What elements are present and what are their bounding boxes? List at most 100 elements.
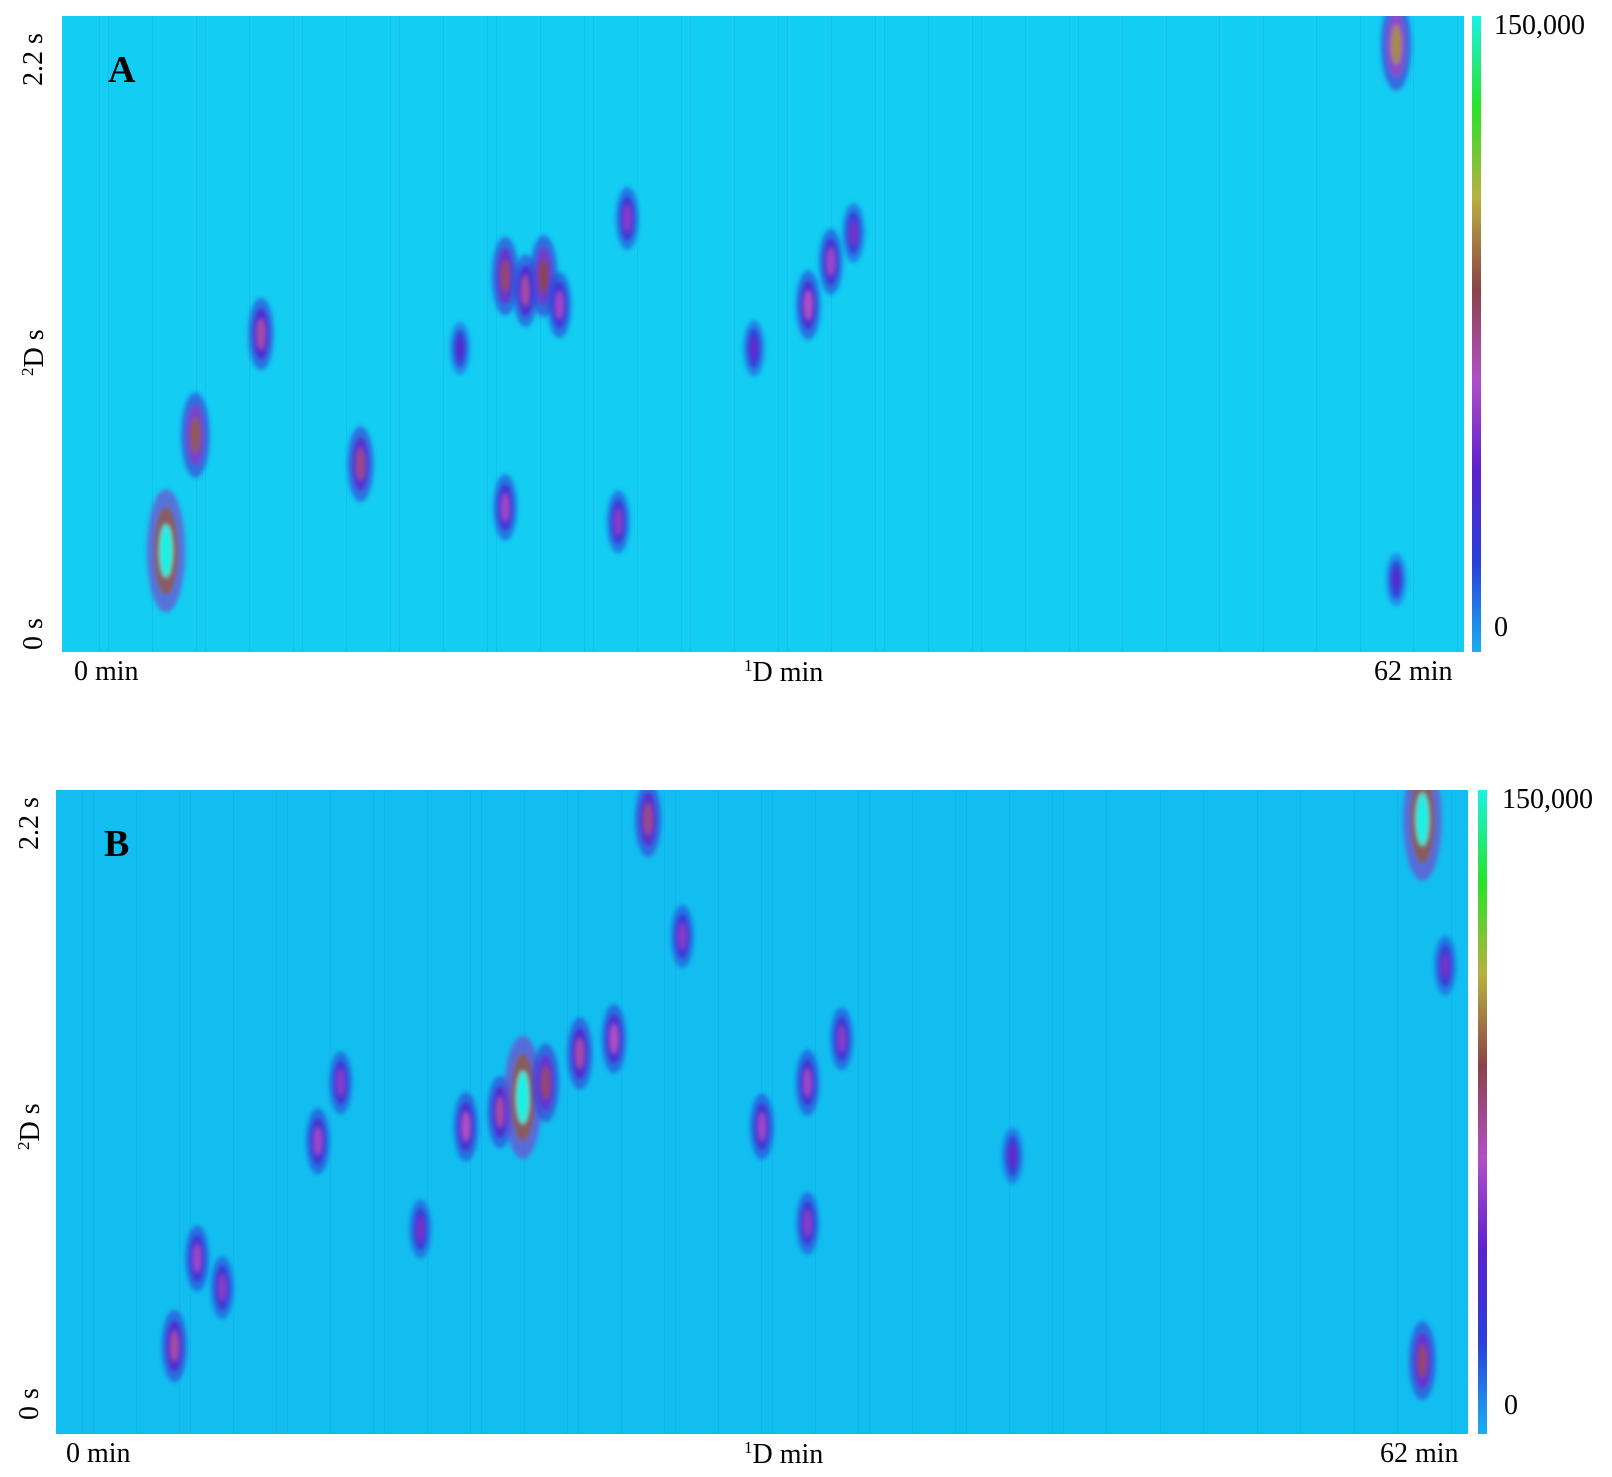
- streak-line: [875, 16, 876, 652]
- streak-line: [1203, 790, 1204, 1434]
- peak-blob: [795, 270, 821, 340]
- peak-core: [803, 1209, 812, 1237]
- peak-blob: [146, 489, 186, 613]
- peak-core: [1008, 1143, 1017, 1169]
- peak-core: [575, 1037, 585, 1069]
- x-axis-max-label: 62 min: [1380, 1438, 1459, 1469]
- streak-line: [681, 16, 682, 652]
- peak-core: [804, 290, 813, 320]
- heatmap-plot-area: [56, 790, 1468, 1434]
- peak-blob: [409, 1199, 432, 1259]
- y-axis-max-label: 2.2 s: [18, 33, 49, 86]
- streak-line: [1052, 790, 1053, 1434]
- streak-line: [1354, 790, 1355, 1434]
- x-axis-title: 1D min: [744, 656, 823, 689]
- panel-label: A: [108, 49, 136, 91]
- peak-blob: [305, 1108, 330, 1175]
- peak-blob: [491, 236, 519, 316]
- streak-line: [675, 790, 676, 1434]
- streak-line: [233, 790, 234, 1434]
- peak-core: [643, 803, 653, 836]
- streak-line: [302, 16, 303, 652]
- streak-line: [399, 16, 400, 652]
- peak-core: [190, 416, 201, 454]
- streak-line: [884, 16, 885, 652]
- peak-core: [256, 318, 266, 350]
- streak-line: [205, 16, 206, 652]
- peak-core: [758, 1112, 766, 1141]
- peak-core: [356, 447, 365, 481]
- streak-line: [443, 16, 444, 652]
- streak-line: [734, 16, 735, 652]
- streak-line: [82, 790, 83, 1434]
- peak-blob: [670, 904, 694, 968]
- peak-blob: [743, 320, 765, 377]
- heatmap-canvas: [56, 790, 1468, 1434]
- streak-line: [584, 16, 585, 652]
- streak-line: [578, 790, 579, 1434]
- peak-blob: [1403, 790, 1442, 881]
- peak-blob: [449, 321, 471, 376]
- streak-line: [1069, 16, 1070, 652]
- heatmap-plot-area: [62, 16, 1464, 652]
- streak-line: [1263, 16, 1264, 652]
- peak-blob: [795, 1049, 820, 1116]
- peak-blob: [795, 1191, 820, 1255]
- y-axis-title-superscript: 2: [14, 1141, 33, 1151]
- peak-core: [538, 258, 549, 294]
- peak-blob: [615, 186, 639, 250]
- streak-line: [637, 16, 638, 652]
- peak-blob: [818, 228, 843, 295]
- streak-line: [1457, 16, 1458, 652]
- streak-line: [136, 790, 137, 1434]
- streak-line: [690, 16, 691, 652]
- streak-line: [293, 16, 294, 652]
- peak-blob: [634, 790, 662, 858]
- peak-core: [678, 922, 687, 950]
- streak-line: [1451, 790, 1452, 1434]
- streak-line: [99, 16, 100, 652]
- panel-label: B: [104, 823, 130, 865]
- streak-line: [1397, 790, 1398, 1434]
- streak-line: [1025, 16, 1026, 652]
- peak-core: [1392, 568, 1400, 592]
- streak-line: [330, 790, 331, 1434]
- streak-line: [481, 790, 482, 1434]
- peak-blob: [347, 426, 374, 502]
- y-axis-title-text: D s: [15, 1103, 46, 1142]
- peak-core: [623, 204, 632, 232]
- streak-line: [787, 16, 788, 652]
- streak-line: [496, 16, 497, 652]
- streak-line: [567, 790, 568, 1434]
- peak-core: [416, 1216, 425, 1242]
- peak-core: [1416, 792, 1429, 846]
- peak-core: [1441, 952, 1449, 979]
- peak-core: [461, 1111, 471, 1142]
- peak-blob: [547, 272, 572, 339]
- streak-line: [664, 790, 665, 1434]
- y-axis-max-label: 2.2 s: [14, 797, 45, 850]
- peak-core: [159, 524, 173, 578]
- streak-line: [1257, 790, 1258, 1434]
- y-axis-min-label: 0 s: [18, 618, 49, 650]
- peak-blob: [185, 1225, 210, 1292]
- streak-line: [972, 16, 973, 652]
- streak-line: [108, 16, 109, 652]
- streak-line: [487, 16, 488, 652]
- peak-core: [516, 1070, 530, 1124]
- x-axis-max-label: 62 min: [1374, 656, 1453, 687]
- peak-core: [1391, 25, 1402, 65]
- peak-core: [750, 336, 758, 361]
- x-axis-title-text: D min: [752, 1439, 824, 1470]
- streak-line: [427, 790, 428, 1434]
- y-axis-title: 2D s: [14, 1103, 47, 1150]
- y-axis-title-text: D s: [19, 329, 50, 368]
- streak-line: [1122, 16, 1123, 652]
- peak-blob: [493, 474, 518, 541]
- peak-blob: [532, 1043, 560, 1123]
- streak-line: [196, 16, 197, 652]
- colorbar-min-label: 0: [1494, 612, 1508, 643]
- streak-line: [1160, 790, 1161, 1434]
- streak-line: [1078, 16, 1079, 652]
- streak-line: [390, 16, 391, 652]
